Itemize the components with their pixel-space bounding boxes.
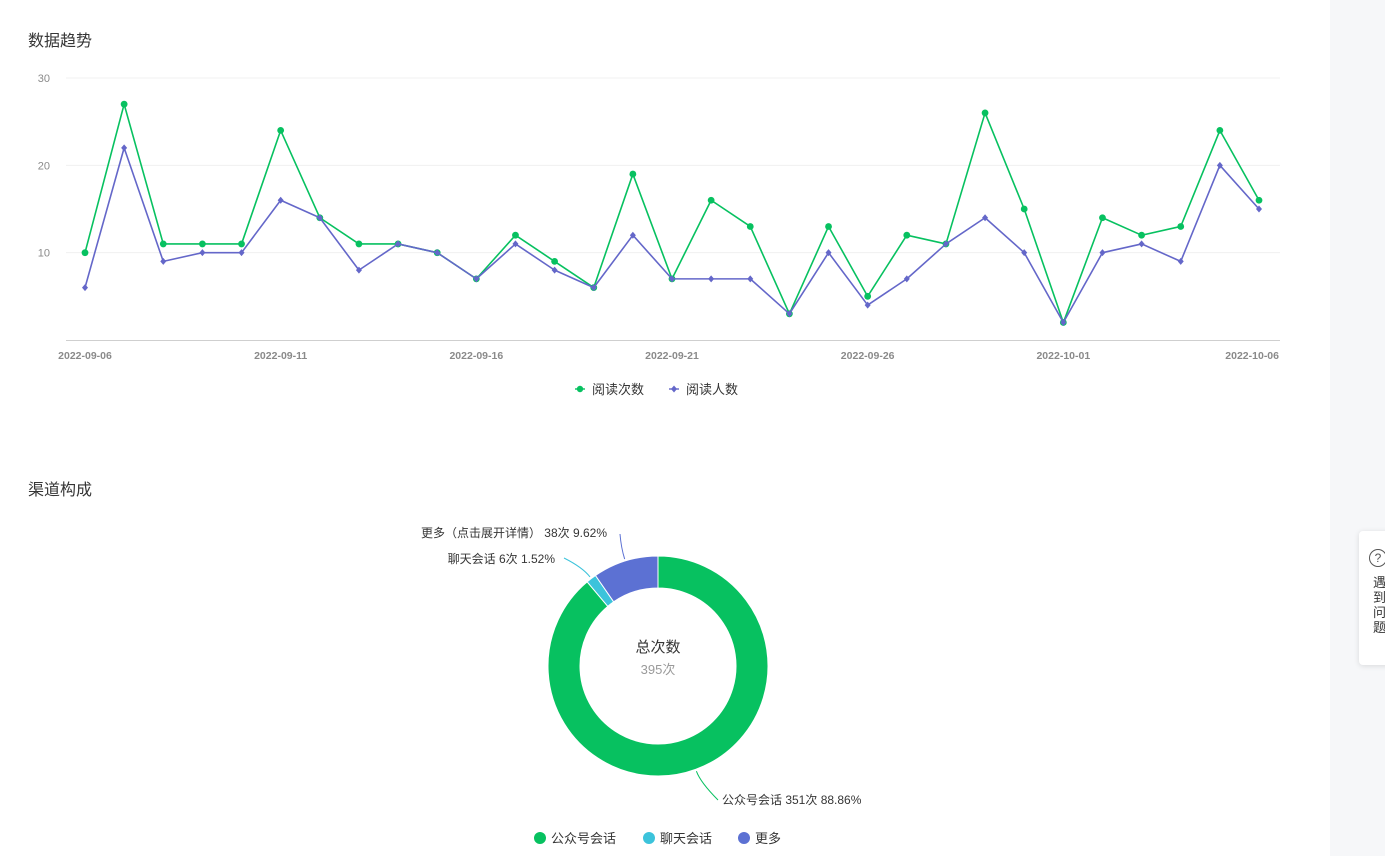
x-tick-label: 2022-10-01 xyxy=(1036,350,1090,362)
series-point[interactable] xyxy=(1216,127,1224,134)
series-point[interactable] xyxy=(160,257,167,265)
donut-slice-label[interactable]: 更多（点击展开详情） 38次 9.62% xyxy=(421,525,607,540)
series-point[interactable] xyxy=(1216,161,1223,169)
series-point[interactable] xyxy=(708,275,715,283)
right-sidebar xyxy=(1330,0,1385,856)
y-tick-label: 30 xyxy=(38,73,50,85)
series-point[interactable] xyxy=(277,196,284,204)
series-point[interactable] xyxy=(1060,319,1067,327)
series-point[interactable] xyxy=(1255,196,1263,204)
series-point[interactable] xyxy=(747,275,754,283)
series-point[interactable] xyxy=(551,266,558,274)
donut-legend-item[interactable]: 聊天会话 xyxy=(643,831,712,846)
series-point[interactable] xyxy=(825,249,832,257)
help-label: 遇到问题 xyxy=(1373,575,1385,635)
donut-slice-label: 聊天会话 6次 1.52% xyxy=(448,552,556,566)
series-point[interactable] xyxy=(903,231,911,239)
help-float-button[interactable]: ? 遇到问题 xyxy=(1359,531,1385,665)
legend-marker xyxy=(643,832,655,844)
x-tick-label: 2022-09-06 xyxy=(58,350,112,362)
series-point[interactable] xyxy=(1138,240,1145,248)
series-point[interactable] xyxy=(1099,214,1106,222)
channel-section-title: 渠道构成 xyxy=(28,482,93,499)
donut-legend-item[interactable]: 更多 xyxy=(738,831,781,846)
series-point[interactable] xyxy=(590,284,597,292)
x-tick-label: 2022-09-21 xyxy=(645,350,699,362)
donut-slice[interactable] xyxy=(547,555,769,777)
series-point[interactable] xyxy=(355,240,363,248)
series-point[interactable] xyxy=(1020,205,1028,213)
x-tick-label: 2022-09-11 xyxy=(254,350,307,362)
series-point[interactable] xyxy=(434,249,441,257)
legend-label: 更多 xyxy=(755,831,781,846)
series-point[interactable] xyxy=(942,240,949,248)
series-point[interactable] xyxy=(355,266,362,274)
legend-marker xyxy=(534,832,546,844)
trend-line-chart: 10 20 30 2022-09-06 2022-09-11 2022-09-16 2022… xyxy=(38,73,1280,397)
legend-label: 阅读人数 xyxy=(686,382,738,397)
x-tick-label: 2022-10-06 xyxy=(1225,350,1279,362)
trend-section-title: 数据趋势 xyxy=(28,33,93,50)
series-point[interactable] xyxy=(1138,231,1145,239)
legend-marker xyxy=(738,832,750,844)
series-point[interactable] xyxy=(1021,249,1028,257)
legend-label: 聊天会话 xyxy=(660,831,712,846)
series-point[interactable] xyxy=(512,231,519,239)
series-point[interactable] xyxy=(199,249,206,257)
series-point[interactable] xyxy=(238,249,245,257)
series-point[interactable] xyxy=(903,275,910,283)
legend-marker xyxy=(671,385,677,393)
series-line-0 xyxy=(84,103,1260,324)
series-point[interactable] xyxy=(1256,205,1262,213)
series-point[interactable] xyxy=(982,214,989,222)
y-tick-label: 20 xyxy=(38,160,50,172)
question-circle-icon: ? xyxy=(1369,549,1385,567)
series-point[interactable] xyxy=(825,223,832,230)
donut-leader-line xyxy=(619,533,626,560)
series-point[interactable] xyxy=(551,258,558,265)
series-point[interactable] xyxy=(159,240,167,248)
series-point[interactable] xyxy=(81,249,89,257)
series-point[interactable] xyxy=(238,240,245,248)
series-point[interactable] xyxy=(82,284,88,292)
donut-slice[interactable] xyxy=(594,555,659,603)
series-line-1 xyxy=(84,147,1260,324)
series-point[interactable] xyxy=(707,196,715,204)
series-point[interactable] xyxy=(864,292,872,300)
series-point[interactable] xyxy=(786,310,793,318)
donut-center-value: 395次 xyxy=(641,662,676,677)
series-point[interactable] xyxy=(1177,257,1184,265)
series-point[interactable] xyxy=(1099,249,1106,257)
series-point[interactable] xyxy=(746,223,754,230)
series-point[interactable] xyxy=(981,109,989,117)
series-point[interactable] xyxy=(629,170,637,178)
legend-item[interactable]: 阅读次数 xyxy=(575,382,644,397)
donut-leader-line xyxy=(695,771,719,801)
series-point[interactable] xyxy=(121,144,128,152)
y-tick-label: 10 xyxy=(38,248,50,260)
donut-leader-line xyxy=(563,557,591,578)
series-point[interactable] xyxy=(629,231,636,239)
donut-legend-item[interactable]: 公众号会话 xyxy=(534,831,616,846)
legend-item[interactable]: 阅读人数 xyxy=(669,382,738,397)
series-point[interactable] xyxy=(669,275,675,283)
series-point[interactable] xyxy=(316,214,323,222)
donut-center-title: 总次数 xyxy=(635,639,680,656)
series-point[interactable] xyxy=(120,100,128,108)
legend-label: 阅读次数 xyxy=(592,382,644,397)
x-tick-label: 2022-09-16 xyxy=(449,350,503,362)
series-point[interactable] xyxy=(864,301,871,309)
series-point[interactable] xyxy=(199,240,206,248)
main-content: 数据趋势 10 20 30 2022-09-06 2022-09-11 2022-09-1… xyxy=(28,33,1280,846)
donut-slice-label: 公众号会话 351次 88.86% xyxy=(722,793,862,807)
series-point[interactable] xyxy=(1177,223,1185,230)
series-point[interactable] xyxy=(395,240,402,248)
x-tick-label: 2022-09-26 xyxy=(841,350,895,362)
series-point[interactable] xyxy=(512,240,519,248)
series-point[interactable] xyxy=(473,275,480,283)
legend-label: 公众号会话 xyxy=(551,831,616,846)
legend-marker xyxy=(576,385,584,393)
series-point[interactable] xyxy=(277,127,285,134)
